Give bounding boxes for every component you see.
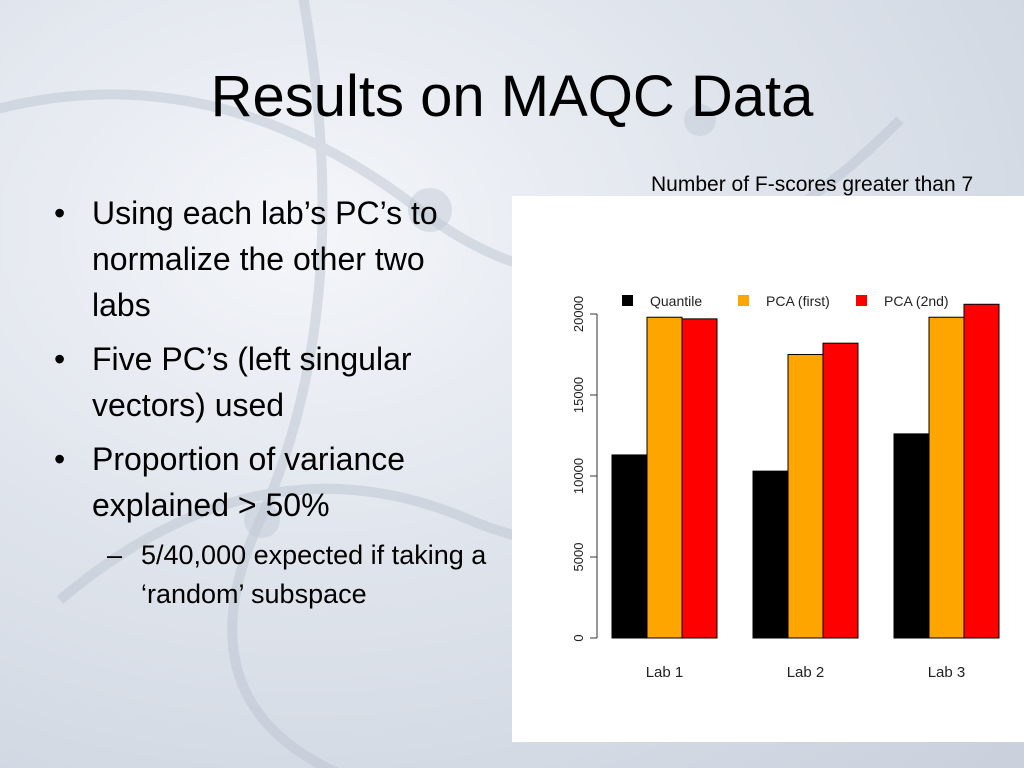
bar-quantile — [893, 433, 930, 639]
x-category-label: Lab 3 — [928, 664, 966, 681]
x-category-label: Lab 1 — [646, 664, 684, 681]
y-tick-label: 20000 — [571, 296, 586, 332]
bullet-list: • Using each lab’s PC’s to normalize the… — [52, 190, 492, 614]
bar-quantile — [752, 470, 789, 639]
bar-pca-2nd- — [822, 342, 859, 639]
legend-swatch — [738, 295, 749, 306]
bullet-text: Five PC’s (left singular vectors) used — [92, 341, 412, 423]
bar-pca-2nd- — [963, 303, 1000, 639]
sub-bullet-text: 5/40,000 expected if taking a ‘random’ s… — [141, 540, 487, 609]
legend-label: PCA (2nd) — [884, 293, 949, 309]
bar-pca-first- — [928, 316, 965, 639]
legend-swatch — [856, 295, 867, 306]
bullet-text: Proportion of variance explained > 50% — [92, 441, 406, 523]
bar-pca-first- — [787, 354, 824, 639]
slide-title: Results on MAQC Data — [210, 64, 814, 129]
bar-chart: 0 5000 10000 15000 20000 Lab 1 Lab 2 Lab 3 Quant… — [571, 293, 1000, 681]
bar-pca-first- — [646, 316, 683, 639]
x-category-label: Lab 2 — [787, 664, 825, 681]
sub-bullet-symbol: – — [107, 540, 123, 570]
bullet-item: • Five PC’s (left singular vectors) used — [52, 336, 492, 428]
bullet-item: • Proportion of variance explained > 50% — [52, 436, 492, 528]
y-tick-label: 0 — [571, 634, 586, 641]
bar-pca-2nd- — [681, 318, 718, 639]
y-tick-label: 10000 — [571, 458, 586, 494]
chart-caption: Number of F-scores greater than 7 — [651, 173, 974, 196]
legend-label: Quantile — [650, 293, 702, 309]
bullet-symbol: • — [54, 441, 66, 477]
legend-swatch — [622, 295, 633, 306]
bar-quantile — [611, 454, 648, 639]
bullet-item: • Using each lab’s PC’s to normalize the… — [52, 190, 492, 328]
bullet-symbol: • — [54, 195, 66, 231]
bullet-text: Using each lab’s PC’s to normalize the o… — [92, 195, 438, 323]
legend-label: PCA (first) — [766, 293, 830, 309]
y-tick-label: 15000 — [571, 377, 586, 413]
sub-bullet-item: – 5/40,000 expected if taking a ‘random’… — [107, 536, 492, 614]
y-tick-label: 5000 — [571, 543, 586, 572]
bullet-symbol: • — [54, 341, 66, 377]
